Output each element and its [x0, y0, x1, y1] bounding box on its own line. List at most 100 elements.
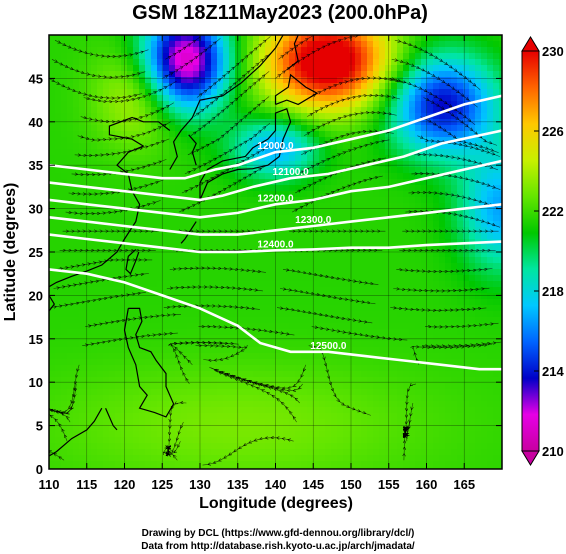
field-cell [409, 335, 416, 342]
field-cell [331, 257, 338, 264]
field-cell [127, 269, 134, 276]
field-cell [181, 455, 188, 462]
field-cell [361, 287, 368, 294]
field-cell [61, 149, 68, 156]
field-cell [379, 143, 386, 150]
field-cell [313, 425, 320, 432]
field-cell [157, 293, 164, 300]
field-cell [361, 443, 368, 450]
field-cell [265, 125, 272, 132]
field-cell [331, 89, 338, 96]
field-cell [73, 299, 80, 306]
field-cell [247, 209, 254, 216]
field-cell [163, 419, 170, 426]
field-cell [121, 425, 128, 432]
field-cell [67, 281, 74, 288]
field-cell [115, 137, 122, 144]
field-cell [109, 353, 116, 360]
field-cell [157, 155, 164, 162]
field-cell [283, 371, 290, 378]
field-cell [259, 317, 266, 324]
field-cell [139, 89, 146, 96]
field-cell [355, 389, 362, 396]
field-cell [229, 335, 236, 342]
field-cell [67, 311, 74, 318]
field-cell [439, 449, 446, 456]
field-cell [307, 347, 314, 354]
field-cell [181, 413, 188, 420]
field-cell [163, 155, 170, 162]
field-cell [97, 227, 104, 234]
field-cell [373, 359, 380, 366]
field-cell [187, 281, 194, 288]
field-cell [211, 293, 218, 300]
field-cell [187, 221, 194, 228]
field-cell [277, 461, 284, 468]
field-cell [241, 275, 248, 282]
field-cell [355, 347, 362, 354]
field-cell [331, 437, 338, 444]
field-cell [67, 197, 74, 204]
field-cell [193, 287, 200, 294]
field-cell [223, 413, 230, 420]
field-cell [415, 131, 422, 138]
field-cell [433, 155, 440, 162]
field-cell [175, 329, 182, 336]
field-cell [55, 323, 62, 330]
field-cell [451, 401, 458, 408]
field-cell [187, 137, 194, 144]
field-cell [49, 107, 56, 114]
field-cell [415, 191, 422, 198]
field-cell [223, 95, 230, 102]
field-cell [235, 149, 242, 156]
field-cell [271, 191, 278, 198]
field-cell [121, 251, 128, 258]
field-cell [373, 167, 380, 174]
field-cell [49, 461, 56, 468]
field-cell [385, 221, 392, 228]
field-cell [427, 251, 434, 258]
field-cell [55, 347, 62, 354]
field-cell [253, 35, 260, 42]
field-cell [391, 227, 398, 234]
field-cell [163, 47, 170, 54]
field-cell [235, 395, 242, 402]
field-cell [211, 131, 218, 138]
field-cell [373, 407, 380, 414]
field-cell [247, 461, 254, 468]
field-cell [211, 431, 218, 438]
field-cell [361, 83, 368, 90]
field-cell [271, 95, 278, 102]
field-cell [223, 389, 230, 396]
field-cell [277, 401, 284, 408]
field-cell [91, 377, 98, 384]
field-cell [217, 383, 224, 390]
field-cell [169, 371, 176, 378]
field-cell [451, 83, 458, 90]
field-cell [385, 395, 392, 402]
field-cell [109, 305, 116, 312]
field-cell [241, 287, 248, 294]
field-cell [331, 215, 338, 222]
field-cell [355, 149, 362, 156]
field-cell [433, 41, 440, 48]
field-cell [367, 179, 374, 186]
field-cell [289, 161, 296, 168]
field-cell [265, 377, 272, 384]
field-cell [163, 347, 170, 354]
field-cell [451, 77, 458, 84]
field-cell [349, 89, 356, 96]
field-cell [403, 359, 410, 366]
field-cell [331, 161, 338, 168]
field-cell [337, 41, 344, 48]
field-cell [343, 371, 350, 378]
field-cell [235, 383, 242, 390]
field-cell [451, 263, 458, 270]
field-cell [367, 269, 374, 276]
field-cell [289, 251, 296, 258]
field-cell [397, 245, 404, 252]
field-cell [361, 155, 368, 162]
field-cell [187, 383, 194, 390]
field-cell [181, 185, 188, 192]
field-cell [361, 389, 368, 396]
